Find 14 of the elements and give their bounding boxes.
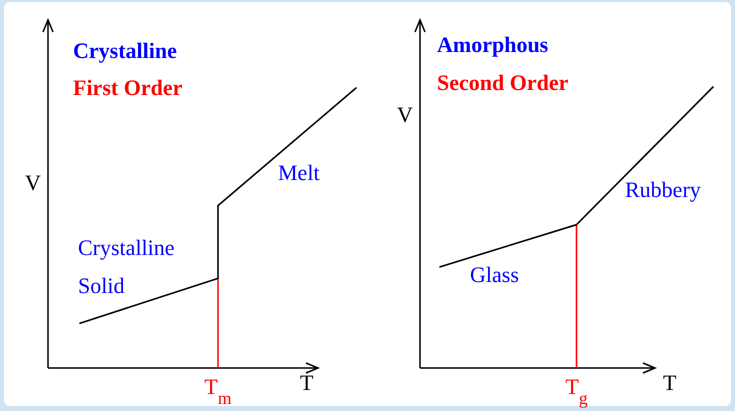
annotation: Melt (278, 160, 320, 185)
x-axis-title: T (300, 370, 314, 395)
x-axis-title: T (663, 370, 677, 395)
chart-subtitle: Second Order (437, 70, 569, 95)
annotation: Crystalline Solid (78, 235, 175, 298)
chart-title: Crystalline (73, 38, 178, 63)
text: T$_{g}$ (565, 374, 588, 408)
annotation: Glass (470, 262, 519, 287)
y-axis-title: V (25, 170, 41, 195)
annotation: Rubbery (625, 177, 701, 202)
chart-subtitle: First Order (73, 75, 183, 100)
text: T$_{m}$ (204, 374, 232, 408)
chart-title: Amorphous (437, 32, 549, 57)
y-axis-title: V (397, 102, 413, 127)
